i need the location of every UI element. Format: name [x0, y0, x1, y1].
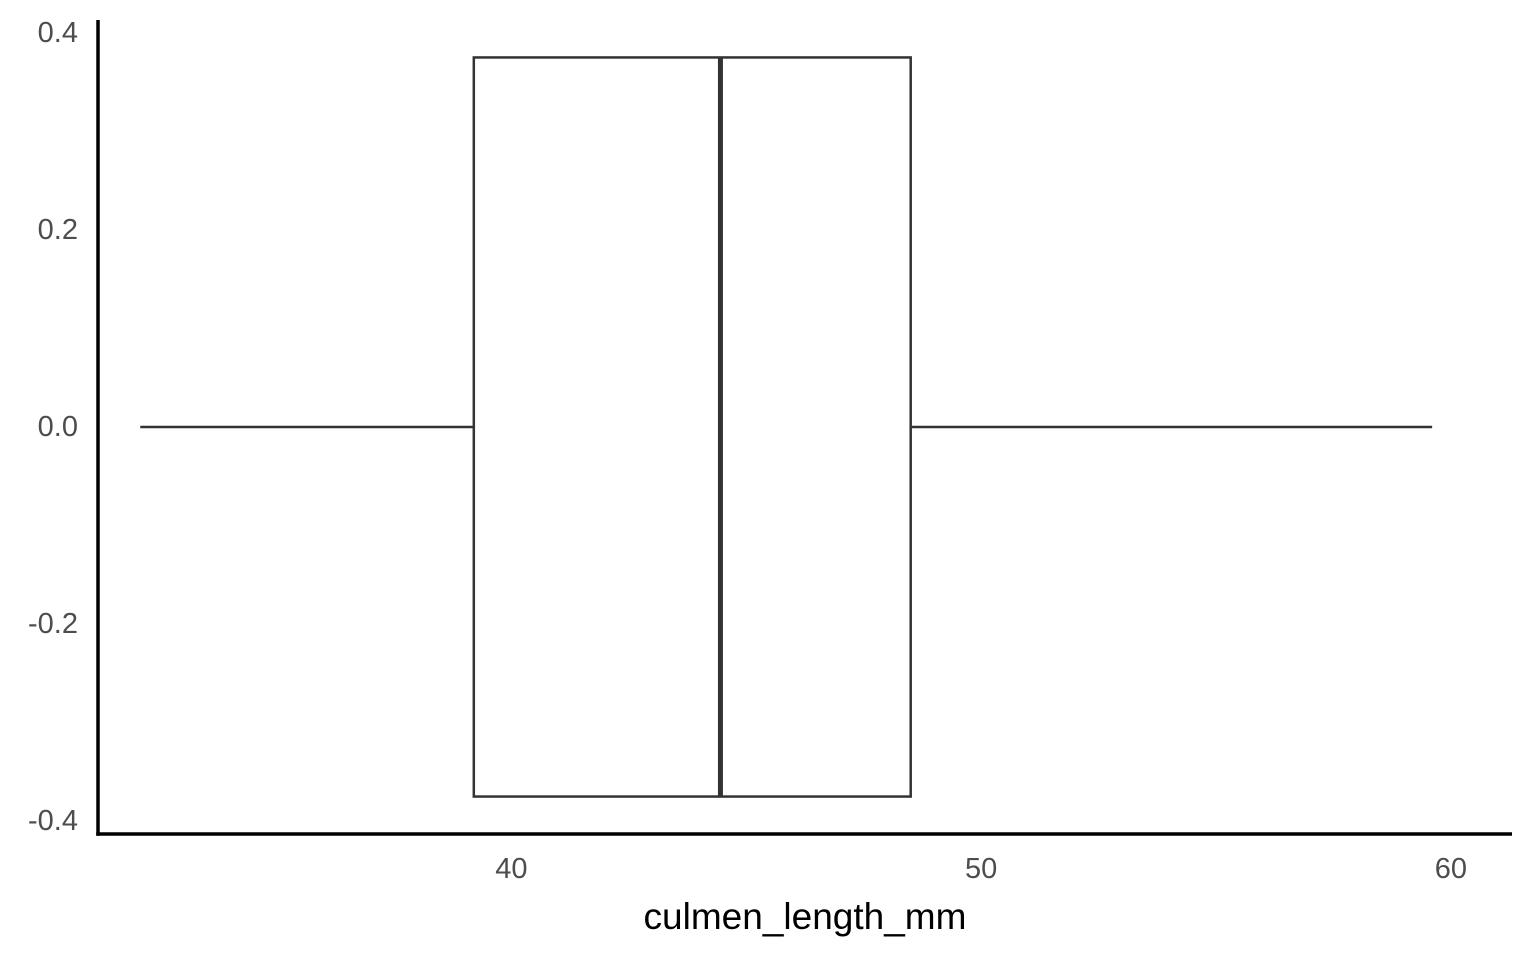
plot-area — [140, 56, 1433, 798]
x-axis-title: culmen_length_mm — [644, 896, 967, 937]
x-tick-label: 60 — [1435, 853, 1467, 885]
interquartile-box — [472, 56, 912, 798]
y-tick-label: 0.0 — [38, 411, 78, 443]
x-tick-label: 50 — [965, 853, 997, 885]
y-tick-label: 0.4 — [38, 17, 78, 49]
y-tick-label: -0.4 — [28, 805, 78, 837]
y-tick-label: -0.2 — [28, 608, 78, 640]
y-axis-ticks: 0.4 0.2 0.0 -0.2 -0.4 — [28, 17, 78, 837]
y-tick-label: 0.2 — [38, 214, 78, 246]
x-axis-ticks: 40 50 60 — [495, 853, 1467, 885]
x-tick-label: 40 — [495, 853, 527, 885]
axes: 0.4 0.2 0.0 -0.2 -0.4 40 50 60 culmen_length_m… — [28, 17, 1512, 937]
